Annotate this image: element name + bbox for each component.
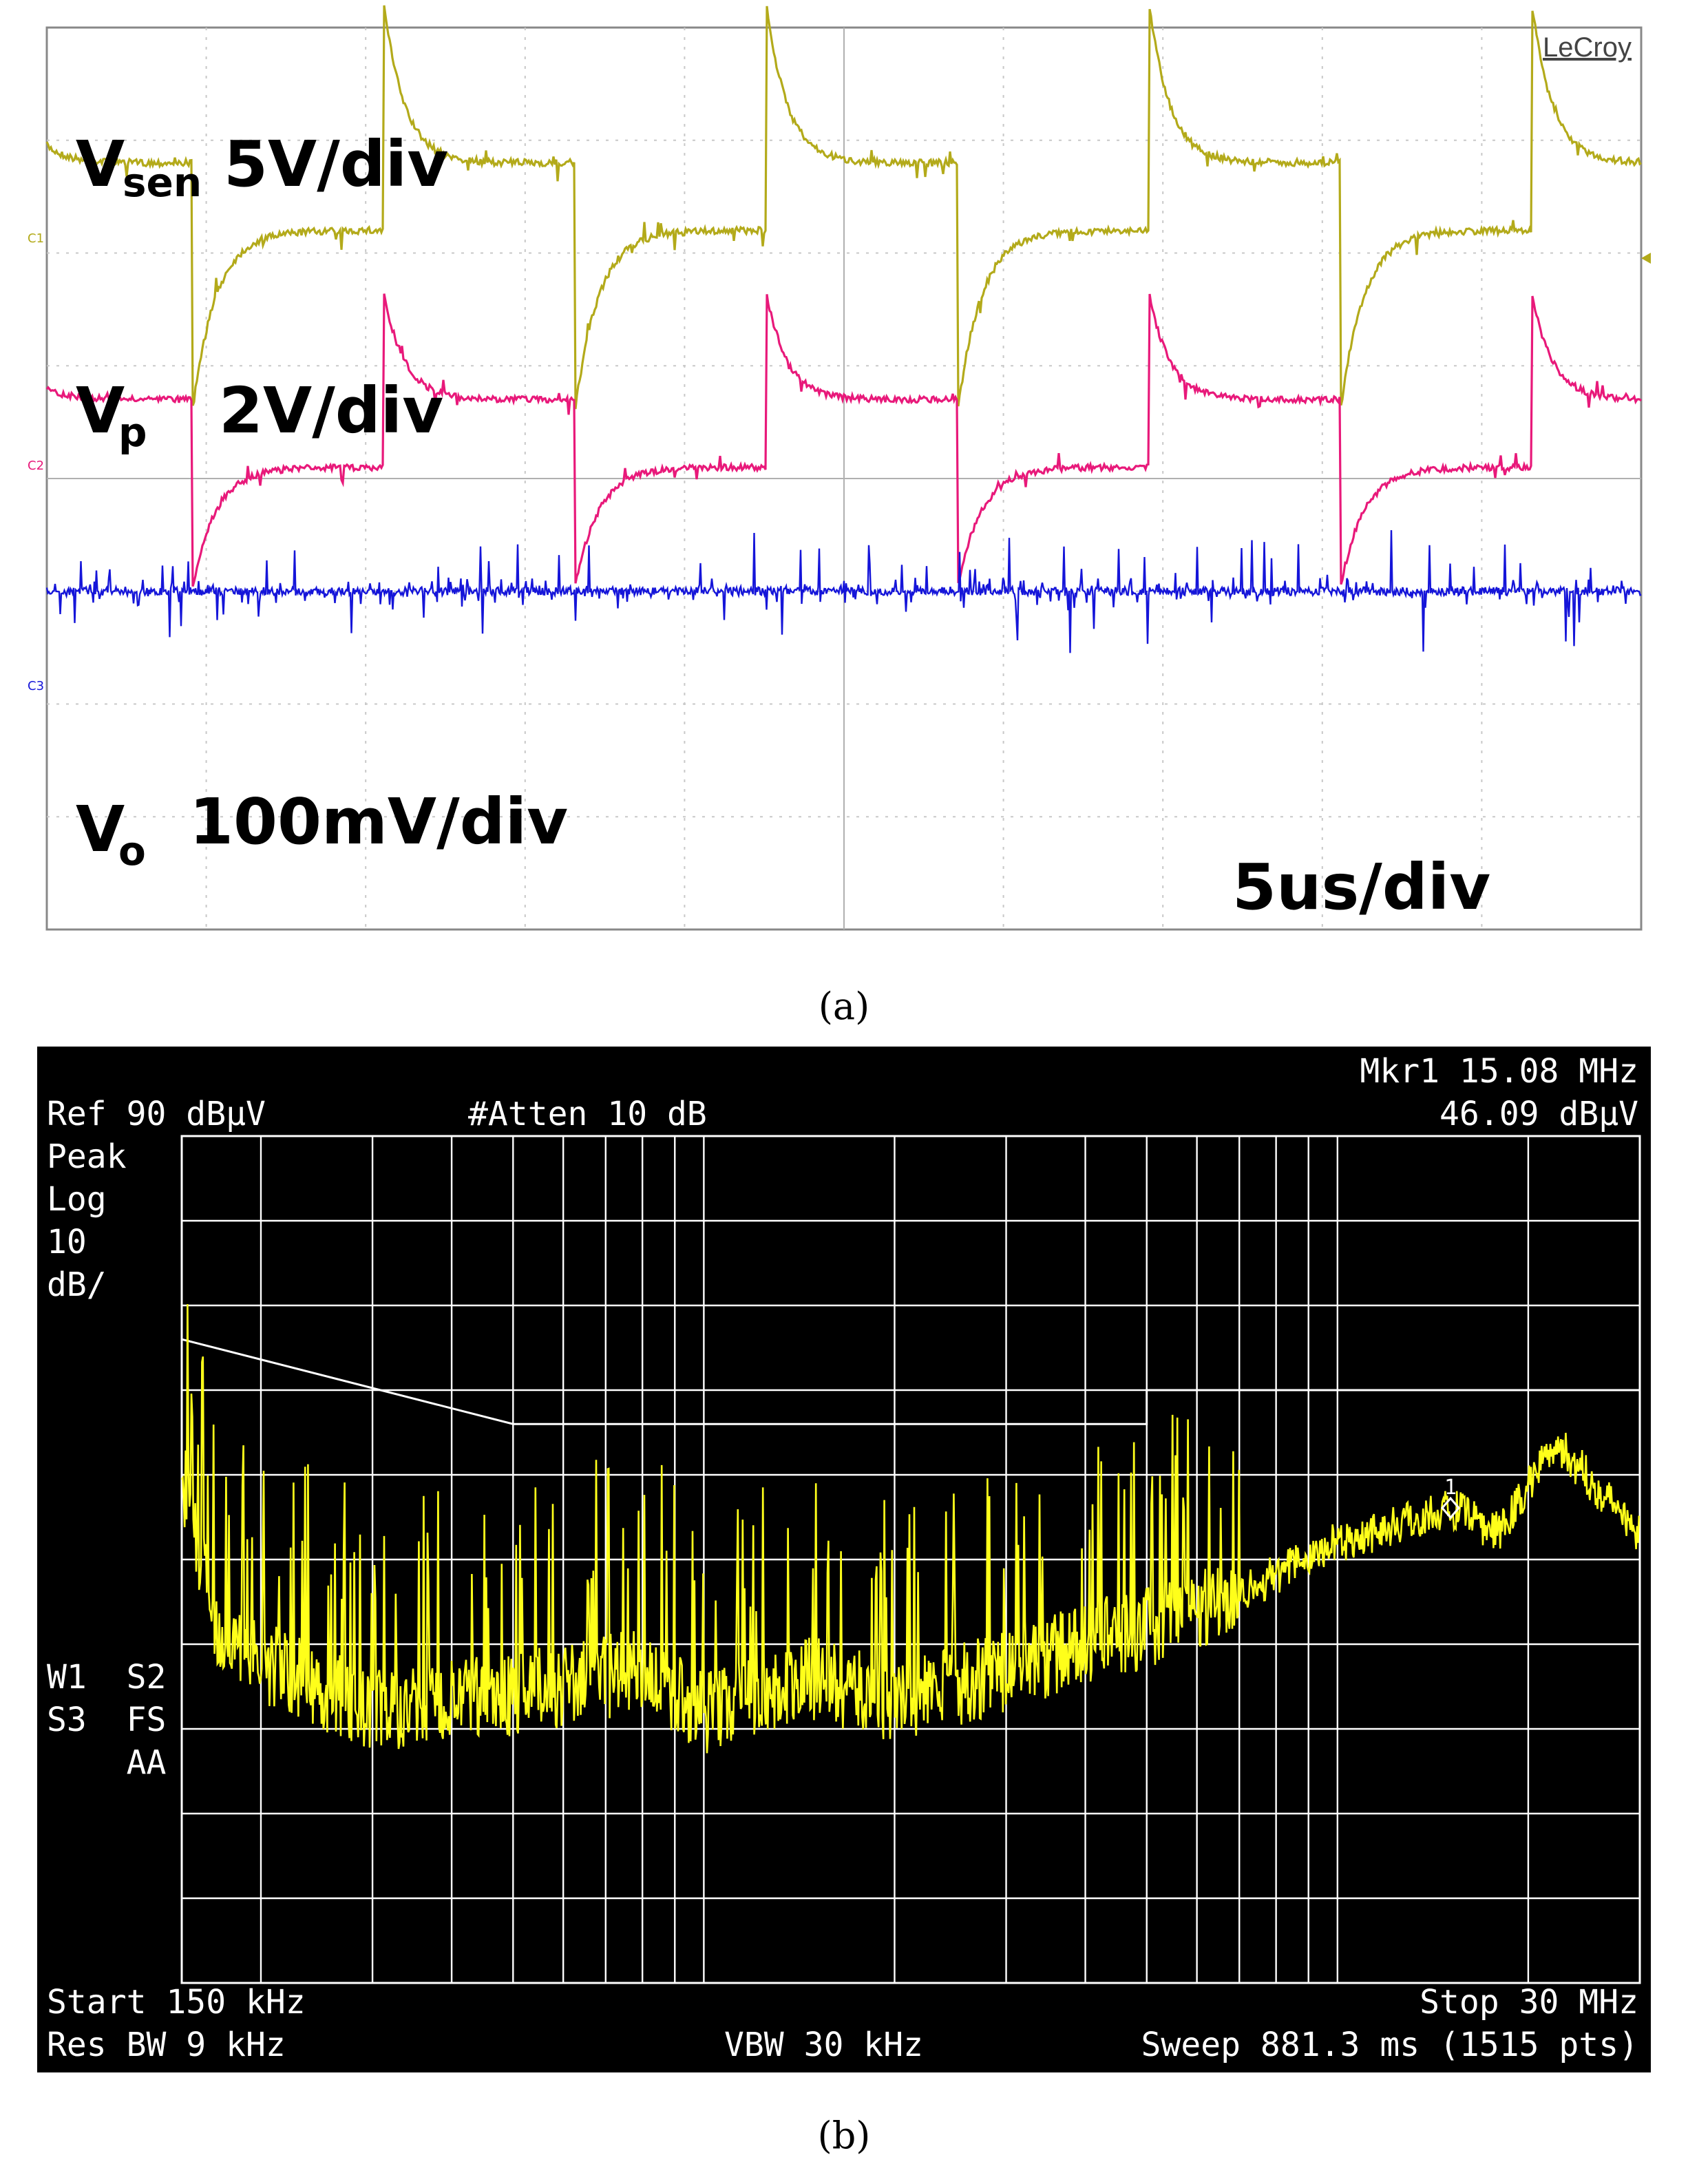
ch1-symbol: V bbox=[76, 127, 125, 201]
sweep-time-label: Sweep 881.3 ms (1515 pts) bbox=[1141, 2026, 1638, 2064]
marker-amplitude-readout: 46.09 dBμV bbox=[1439, 1095, 1638, 1133]
limit-line bbox=[181, 1338, 1640, 1425]
vbw-label: VBW 30 kHz bbox=[724, 2026, 923, 2064]
ch2-symbol: V bbox=[76, 374, 125, 448]
timebase-label: 5us/div bbox=[1232, 850, 1490, 924]
ch3-symbol: V bbox=[76, 792, 125, 866]
caption-b: (b) bbox=[817, 2114, 871, 2157]
ch2-scale-label: 2V/div bbox=[219, 374, 443, 448]
sa-traces bbox=[180, 1304, 1640, 1754]
spectrum-analyzer-screen: Mkr1 15.08 MHz 46.09 dBμV Ref 90 dBμV #A… bbox=[37, 1047, 1651, 2072]
spectrum-trace bbox=[180, 1304, 1640, 1754]
scope-traces bbox=[45, 5, 1651, 653]
ch2-marker: C2 bbox=[28, 459, 44, 473]
sweep-flag-3: AA bbox=[47, 1743, 166, 1782]
start-frequency-label: Start 150 kHz bbox=[47, 1983, 306, 2022]
sweep-flag-1: W1 S2 bbox=[47, 1658, 166, 1697]
oscilloscope-screen: LeCroy C1 C2 C3 V sen 5V/div V p 2V/div … bbox=[28, 5, 1651, 931]
ch3-marker: C3 bbox=[28, 679, 44, 693]
ch2-subscript: p bbox=[118, 409, 147, 456]
scale-unit-label: dB/ bbox=[47, 1266, 107, 1304]
ch3-scale-label: 100mV/div bbox=[189, 785, 568, 859]
detector-label: Peak bbox=[47, 1137, 127, 1176]
sweep-flag-2: S3 FS bbox=[47, 1701, 166, 1739]
vo-trace bbox=[45, 529, 1642, 653]
caption-a: (a) bbox=[818, 985, 870, 1028]
ch1-offset-marker bbox=[1641, 253, 1651, 264]
spectrum-analyzer-panel: Mkr1 15.08 MHz 46.09 dBμV Ref 90 dBμV #A… bbox=[0, 1047, 1688, 2121]
vsen-trace bbox=[45, 5, 1642, 410]
attenuation-label: #Atten 10 dB bbox=[468, 1095, 707, 1133]
scope-brand-logo: LeCroy bbox=[1543, 32, 1632, 63]
scale-mode-label: Log bbox=[47, 1180, 107, 1219]
ch1-marker: C1 bbox=[28, 231, 44, 246]
marker-frequency-readout: Mkr1 15.08 MHz bbox=[1360, 1052, 1638, 1091]
scope-grid bbox=[47, 28, 1641, 930]
marker-diamond bbox=[1441, 1496, 1461, 1520]
res-bw-label: Res BW 9 kHz bbox=[47, 2026, 286, 2064]
oscilloscope-panel: LeCroy C1 C2 C3 V sen 5V/div V p 2V/div … bbox=[0, 0, 1688, 964]
stop-frequency-label: Stop 30 MHz bbox=[1420, 1983, 1638, 2022]
ch1-subscript: sen bbox=[123, 159, 202, 206]
ch1-scale-label: 5V/div bbox=[224, 127, 448, 201]
vp-trace bbox=[45, 293, 1643, 587]
scale-value-label: 10 bbox=[47, 1223, 87, 1261]
ref-level-label: Ref 90 dBμV bbox=[47, 1095, 266, 1133]
marker-id-label: 1 bbox=[1444, 1476, 1457, 1500]
ch3-subscript: o bbox=[118, 828, 146, 874]
